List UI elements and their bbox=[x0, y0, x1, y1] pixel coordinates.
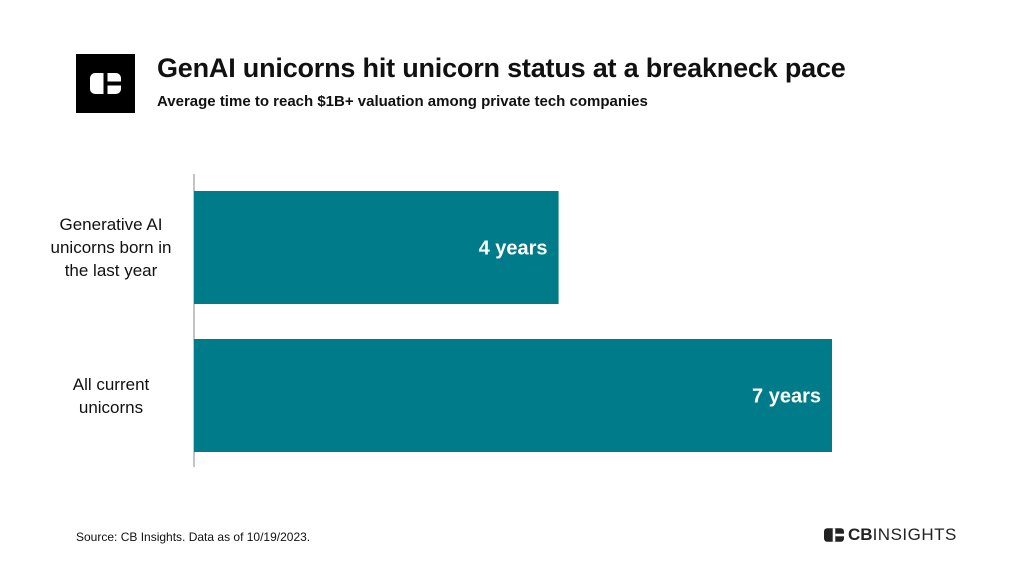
chart-title: GenAI unicorns hit unicorn status at a b… bbox=[157, 53, 846, 83]
category-label-line: unicorns bbox=[78, 397, 144, 417]
category-label-line: Generative AI bbox=[59, 215, 163, 234]
brand-insights-text: INSIGHTS bbox=[872, 525, 957, 544]
cb-logo-icon bbox=[76, 54, 135, 113]
bar-value-label-0: 4 years bbox=[479, 238, 548, 260]
chart-subtitle: Average time to reach $1B+ valuation amo… bbox=[157, 93, 648, 110]
brand-cb-text: CB bbox=[848, 525, 873, 544]
bar-1 bbox=[194, 339, 832, 452]
cb-insights-logo-icon bbox=[824, 528, 844, 542]
category-label-line: the last year bbox=[64, 261, 158, 280]
category-label-1: All current unicorns bbox=[36, 373, 186, 419]
category-label-line: unicorns born in bbox=[50, 238, 172, 257]
bar-0 bbox=[194, 191, 559, 304]
source-note: Source: CB Insights. Data as of 10/19/20… bbox=[76, 530, 311, 544]
bar-value-label-1: 7 years bbox=[752, 386, 821, 408]
category-label-line: All current bbox=[72, 374, 150, 394]
cb-insights-logo: CB INSIGHTS bbox=[824, 525, 957, 545]
category-label-0: Generative AI unicorns born in the last ye… bbox=[36, 213, 186, 282]
